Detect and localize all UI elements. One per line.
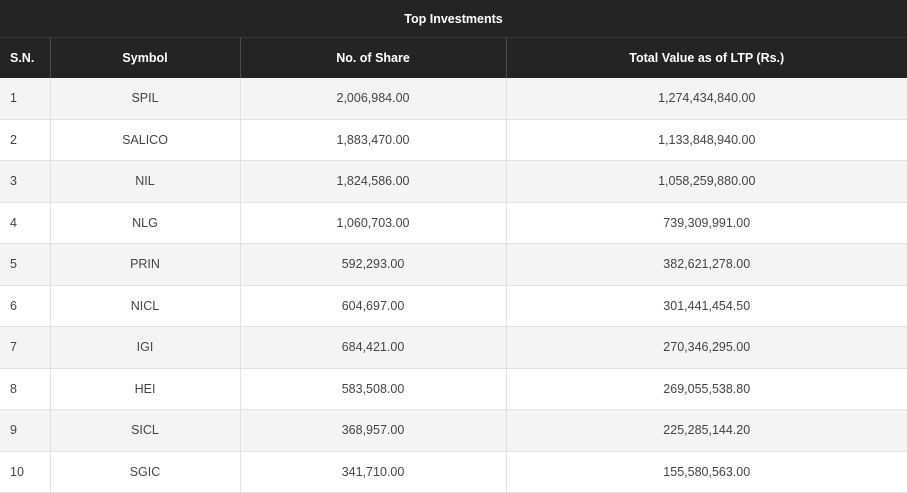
cell-value: 269,055,538.80 <box>506 368 907 410</box>
cell-sn: 7 <box>0 326 51 369</box>
table-row: 1 SPIL 2,006,984.00 1,274,434,840.00 <box>0 78 907 120</box>
cell-symbol: NIL <box>50 160 241 203</box>
cell-symbol: NICL <box>50 285 241 327</box>
table-row: 2 SALICO 1,883,470.00 1,133,848,940.00 <box>0 119 907 161</box>
cell-sn: 8 <box>0 368 51 410</box>
cell-sn: 5 <box>0 243 51 286</box>
cell-value: 301,441,454.50 <box>506 285 907 327</box>
cell-symbol: PRIN <box>50 243 241 286</box>
table-row: 4 NLG 1,060,703.00 739,309,991.00 <box>0 202 907 244</box>
cell-shares: 1,883,470.00 <box>240 119 507 161</box>
cell-sn: 2 <box>0 119 51 161</box>
cell-value: 1,274,434,840.00 <box>506 78 907 120</box>
header-value: Total Value as of LTP (Rs.) <box>506 38 907 78</box>
cell-sn: 4 <box>0 202 51 244</box>
cell-shares: 2,006,984.00 <box>240 78 507 120</box>
cell-shares: 592,293.00 <box>240 243 507 286</box>
cell-shares: 684,421.00 <box>240 326 507 369</box>
table-row: 9 SICL 368,957.00 225,285,144.20 <box>0 409 907 452</box>
cell-shares: 368,957.00 <box>240 409 507 452</box>
cell-shares: 341,710.00 <box>240 451 507 493</box>
cell-symbol: SPIL <box>50 78 241 120</box>
table-row: 8 HEI 583,508.00 269,055,538.80 <box>0 368 907 410</box>
cell-value: 1,133,848,940.00 <box>506 119 907 161</box>
header-sn: S.N. <box>0 38 51 78</box>
table-row: 7 IGI 684,421.00 270,346,295.00 <box>0 326 907 369</box>
cell-value: 382,621,278.00 <box>506 243 907 286</box>
cell-sn: 10 <box>0 451 51 493</box>
table-row: 5 PRIN 592,293.00 382,621,278.00 <box>0 243 907 286</box>
table-title: Top Investments <box>0 0 907 38</box>
cell-sn: 1 <box>0 78 51 120</box>
cell-shares: 604,697.00 <box>240 285 507 327</box>
cell-value: 155,580,563.00 <box>506 451 907 493</box>
investments-table: S.N. Symbol No. of Share Total Value as … <box>0 38 907 493</box>
cell-sn: 3 <box>0 160 51 203</box>
header-shares: No. of Share <box>240 38 507 78</box>
cell-shares: 1,060,703.00 <box>240 202 507 244</box>
cell-shares: 1,824,586.00 <box>240 160 507 203</box>
cell-symbol: SICL <box>50 409 241 452</box>
cell-symbol: SGIC <box>50 451 241 493</box>
cell-symbol: HEI <box>50 368 241 410</box>
cell-value: 270,346,295.00 <box>506 326 907 369</box>
table-row: 10 SGIC 341,710.00 155,580,563.00 <box>0 451 907 493</box>
cell-value: 739,309,991.00 <box>506 202 907 244</box>
cell-value: 1,058,259,880.00 <box>506 160 907 203</box>
table-row: 3 NIL 1,824,586.00 1,058,259,880.00 <box>0 160 907 203</box>
cell-value: 225,285,144.20 <box>506 409 907 452</box>
cell-symbol: IGI <box>50 326 241 369</box>
header-symbol: Symbol <box>50 38 241 78</box>
cell-shares: 583,508.00 <box>240 368 507 410</box>
table-row: 6 NICL 604,697.00 301,441,454.50 <box>0 285 907 327</box>
cell-symbol: NLG <box>50 202 241 244</box>
cell-sn: 6 <box>0 285 51 327</box>
cell-sn: 9 <box>0 409 51 452</box>
cell-symbol: SALICO <box>50 119 241 161</box>
table-header-row: S.N. Symbol No. of Share Total Value as … <box>0 38 907 78</box>
